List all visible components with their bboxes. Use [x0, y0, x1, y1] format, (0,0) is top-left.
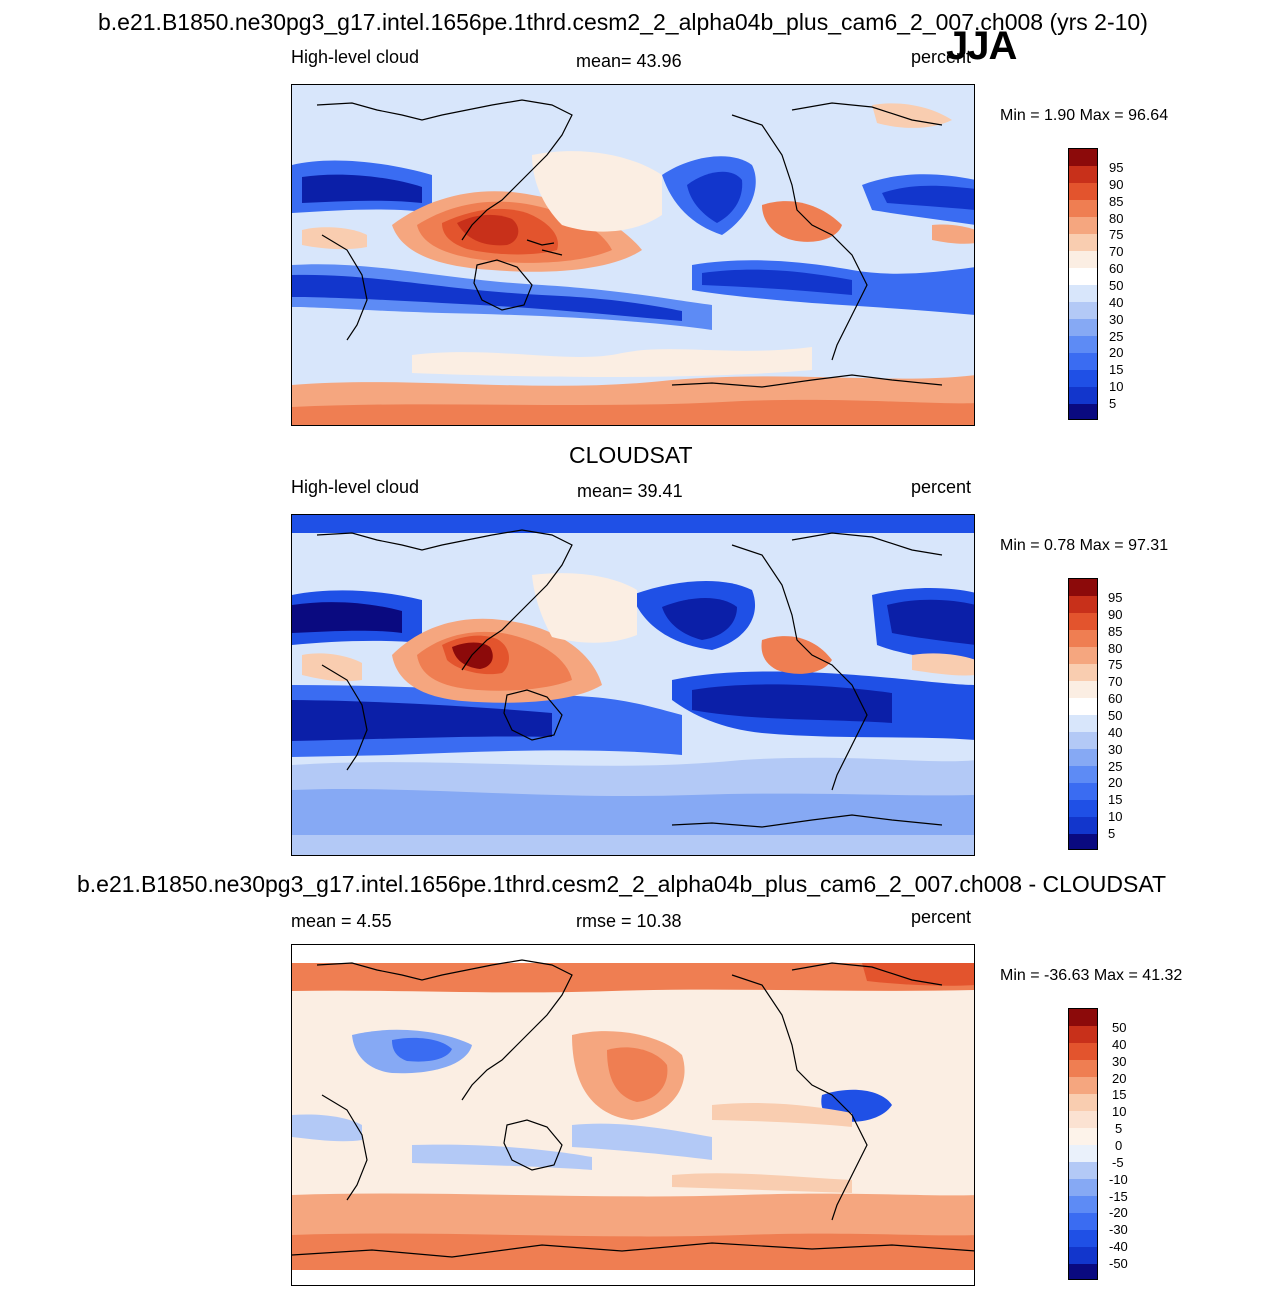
colorbar-tick-label: 20	[1112, 1071, 1127, 1086]
colorbar-tick-label: 10	[1109, 379, 1124, 394]
colorbar-tick-label: -20	[1109, 1205, 1128, 1220]
colorbar-tick-label: 5	[1108, 826, 1116, 841]
panel2-variable-label: High-level cloud	[291, 477, 420, 497]
panel3-units-label: percent	[911, 907, 972, 927]
panel2-mean-label: mean= 39.41	[577, 481, 683, 501]
panel1-colorbar	[1068, 148, 1098, 420]
panel1-minmax: Min = 1.90 Max = 96.64	[1000, 107, 1169, 124]
panel3-map	[291, 944, 975, 1286]
panel1-units-label: percent	[911, 47, 972, 67]
colorbar-tick-label: 40	[1109, 295, 1124, 310]
colorbar-tick-label: 95	[1108, 590, 1123, 605]
colorbar-tick-label: -10	[1109, 1172, 1128, 1187]
panel1-contour-field	[292, 85, 974, 425]
colorbar-tick-label: 70	[1108, 674, 1123, 689]
colorbar-tick-label: 75	[1109, 227, 1124, 242]
colorbar-tick-label: 15	[1112, 1087, 1127, 1102]
panel1-variable-label: High-level cloud	[291, 47, 420, 67]
colorbar-tick-label: 75	[1108, 657, 1123, 672]
colorbar-tick-label: 30	[1109, 312, 1124, 327]
colorbar-tick-label: 90	[1108, 607, 1123, 622]
colorbar-tick-label: 40	[1108, 725, 1123, 740]
colorbar-tick-label: 5	[1109, 396, 1117, 411]
colorbar-tick-label: 25	[1109, 329, 1124, 344]
colorbar-tick-label: 20	[1108, 775, 1123, 790]
panel2-map	[291, 514, 975, 856]
colorbar-tick-label: 5	[1115, 1121, 1123, 1136]
panel3-rmse-label: rmse = 10.38	[576, 911, 682, 931]
panel3-title: b.e21.B1850.ne30pg3_g17.intel.1656pe.1th…	[77, 871, 1167, 897]
panel2-units-label: percent	[911, 477, 972, 497]
panel2-title: CLOUDSAT	[569, 442, 693, 468]
colorbar-tick-label: -5	[1112, 1155, 1124, 1170]
colorbar-tick-label: 50	[1112, 1020, 1127, 1035]
colorbar-tick-label: -15	[1109, 1189, 1128, 1204]
colorbar-tick-label: 60	[1109, 261, 1124, 276]
colorbar-tick-label: 15	[1109, 362, 1124, 377]
panel3-mean-label: mean = 4.55	[291, 911, 392, 931]
panel3-minmax: Min = -36.63 Max = 41.32	[1000, 967, 1183, 984]
colorbar-tick-label: 90	[1109, 177, 1124, 192]
colorbar-tick-label: 25	[1108, 759, 1123, 774]
colorbar-tick-label: 10	[1108, 809, 1123, 824]
colorbar-tick-label: 70	[1109, 244, 1124, 259]
colorbar-tick-label: 85	[1108, 624, 1123, 639]
colorbar-tick-label: 60	[1108, 691, 1123, 706]
colorbar-tick-label: 50	[1109, 278, 1124, 293]
colorbar-tick-label: 80	[1108, 641, 1123, 656]
panel1-map	[291, 84, 975, 426]
colorbar-tick-label: 80	[1109, 211, 1124, 226]
colorbar-tick-label: 85	[1109, 194, 1124, 209]
colorbar-tick-label: 10	[1112, 1104, 1127, 1119]
colorbar-tick-label: 15	[1108, 792, 1123, 807]
colorbar-tick-label: 30	[1108, 742, 1123, 757]
panel1-title: b.e21.B1850.ne30pg3_g17.intel.1656pe.1th…	[98, 9, 1148, 35]
colorbar-tick-label: 20	[1109, 345, 1124, 360]
colorbar-tick-label: -40	[1109, 1239, 1128, 1254]
colorbar-tick-label: 30	[1112, 1054, 1127, 1069]
panel1-mean-label: mean= 43.96	[576, 51, 682, 71]
colorbar-tick-label: 40	[1112, 1037, 1127, 1052]
panel3-colorbar	[1068, 1008, 1098, 1280]
season-label: JJA	[946, 24, 1017, 68]
panel2-colorbar	[1068, 578, 1098, 850]
panel2-minmax: Min = 0.78 Max = 97.31	[1000, 537, 1169, 554]
colorbar-tick-label: 95	[1109, 160, 1124, 175]
colorbar-tick-label: -50	[1109, 1256, 1128, 1271]
panel2-contour-field	[292, 515, 974, 855]
colorbar-tick-label: -30	[1109, 1222, 1128, 1237]
colorbar-tick-label: 0	[1115, 1138, 1123, 1153]
panel3-contour-field	[292, 945, 974, 1285]
colorbar-tick-label: 50	[1108, 708, 1123, 723]
